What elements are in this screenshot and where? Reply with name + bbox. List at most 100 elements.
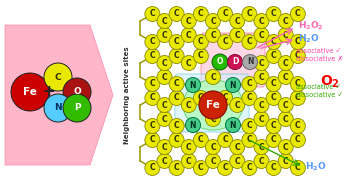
Text: C: C [295,80,301,88]
Text: C: C [271,80,277,88]
Circle shape [157,13,172,29]
Circle shape [278,153,293,169]
Circle shape [254,98,269,112]
Circle shape [230,153,245,169]
Circle shape [193,160,208,176]
Circle shape [145,132,160,147]
Circle shape [181,98,196,112]
Text: C: C [150,9,155,19]
Circle shape [181,139,196,154]
Text: C: C [162,59,167,67]
Circle shape [181,56,196,70]
Text: C: C [174,163,179,173]
Circle shape [242,77,257,91]
Text: Neighboring active sites: Neighboring active sites [124,46,130,144]
Circle shape [212,54,228,70]
Text: C: C [150,94,155,102]
Circle shape [193,6,208,22]
Circle shape [11,73,49,111]
Text: C: C [162,115,167,123]
Text: dissociative ✓: dissociative ✓ [296,92,343,98]
Text: C: C [210,16,216,26]
Circle shape [254,70,269,84]
Circle shape [227,54,242,70]
Circle shape [169,160,184,176]
Circle shape [278,70,293,84]
Text: C: C [259,143,264,152]
Ellipse shape [183,80,243,130]
Circle shape [278,28,293,43]
Text: C: C [174,94,179,102]
Circle shape [230,13,245,29]
Text: C: C [283,156,289,166]
Text: C: C [283,30,289,40]
Text: C: C [150,163,155,173]
Text: associative ✓: associative ✓ [296,84,341,90]
Circle shape [254,13,269,29]
Circle shape [157,112,172,126]
Text: C: C [210,156,216,166]
Text: C: C [198,94,204,102]
Circle shape [242,132,257,147]
Text: C: C [295,122,301,130]
Text: C: C [259,115,264,123]
Text: $\mathbf{O_2}$: $\mathbf{O_2}$ [320,74,340,90]
Text: C: C [174,9,179,19]
Text: C: C [247,37,252,46]
Circle shape [242,6,257,22]
Text: $\mathregular{H_2O}$: $\mathregular{H_2O}$ [305,161,326,173]
Text: C: C [186,156,192,166]
Text: C: C [150,122,155,130]
Circle shape [290,6,305,22]
Text: C: C [222,136,228,145]
Text: C: C [283,73,289,81]
Circle shape [169,119,184,133]
Text: C: C [186,143,192,152]
Text: C: C [186,59,192,67]
Circle shape [169,91,184,105]
Text: C: C [247,9,252,19]
Text: C: C [235,30,240,40]
Circle shape [205,139,220,154]
Circle shape [181,28,196,43]
Circle shape [185,118,200,132]
Circle shape [205,28,220,43]
Circle shape [266,6,281,22]
Text: C: C [283,101,289,109]
Circle shape [242,91,257,105]
Circle shape [169,77,184,91]
Circle shape [157,28,172,43]
Circle shape [290,77,305,91]
Circle shape [157,70,172,84]
Circle shape [254,56,269,70]
Circle shape [199,91,227,119]
Circle shape [266,77,281,91]
Text: C: C [162,143,167,152]
Circle shape [169,49,184,64]
Circle shape [169,35,184,50]
Circle shape [169,6,184,22]
Text: N: N [190,121,196,129]
Circle shape [181,13,196,29]
Text: C: C [259,101,264,109]
Text: Fe: Fe [206,100,220,110]
Text: C: C [198,37,204,46]
Text: C: C [283,143,289,152]
Text: C: C [235,16,240,26]
Circle shape [290,49,305,64]
Circle shape [218,6,232,22]
Text: C: C [247,163,252,173]
Text: C: C [295,51,301,60]
Text: C: C [271,163,277,173]
Circle shape [193,35,208,50]
Text: C: C [247,94,252,102]
Text: C: C [295,9,301,19]
Circle shape [278,112,293,126]
Text: C: C [150,80,155,88]
Circle shape [225,118,241,132]
Text: C: C [174,136,179,145]
Circle shape [145,160,160,176]
Circle shape [266,35,281,50]
Text: C: C [235,156,240,166]
Circle shape [185,77,200,92]
